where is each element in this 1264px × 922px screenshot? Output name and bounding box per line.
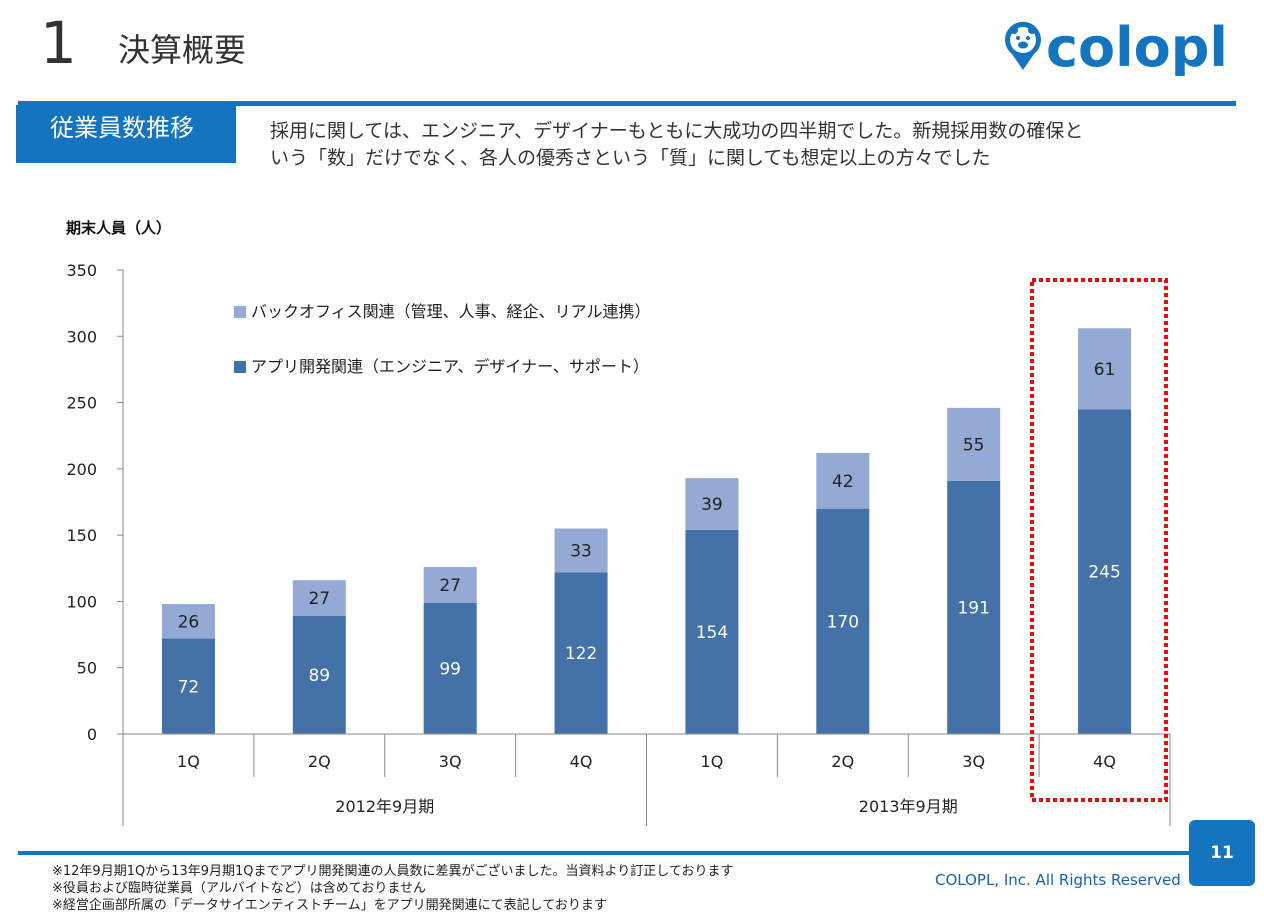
data-label-back-office: 39 bbox=[701, 495, 723, 515]
x-tick-label: 1Q bbox=[177, 752, 200, 771]
employee-chart: 期末人員（人） 0 50 100 150 200 250 300 350 72 26 89 27 99… bbox=[66, 219, 1171, 826]
copyright: COLOPL, Inc. All Rights Reserved bbox=[935, 871, 1181, 889]
logo-text: colopl bbox=[1046, 16, 1226, 76]
footnote: ※12年9月期1Qから13年9月期1Qまでアプリ開発関連の人員数に差異がございま… bbox=[52, 864, 734, 879]
bar-segment-back-office bbox=[423, 566, 477, 603]
x-tick-label: 2Q bbox=[308, 752, 331, 771]
data-label-back-office: 26 bbox=[178, 612, 200, 632]
legend-swatch-back-office bbox=[234, 306, 246, 318]
x-tick-label: 3Q bbox=[962, 752, 985, 771]
data-label-app: 122 bbox=[565, 644, 597, 664]
legend-label-back-office: バックオフィス関連（管理、人事、経企、リアル連携） bbox=[251, 302, 651, 321]
y-tick-label: 200 bbox=[66, 460, 97, 479]
bar-segment-back-office bbox=[554, 528, 608, 573]
x-tick-label: 1Q bbox=[701, 752, 724, 771]
footnote: ※経営企画部所属の「データサイエンティストチーム」をアプリ開発関連にて表記してお… bbox=[52, 898, 607, 913]
colopl-logo: colopl bbox=[1005, 16, 1226, 76]
y-axis-label: 期末人員（人） bbox=[66, 219, 171, 237]
data-label-app: 72 bbox=[178, 677, 200, 697]
bar-segment-app bbox=[554, 572, 608, 734]
legend-label-app: アプリ開発関連（エンジニア、デザイナー、サポート） bbox=[251, 357, 649, 376]
bar-segment-app bbox=[423, 602, 477, 734]
section-tab: 従業員数推移 bbox=[16, 105, 236, 163]
data-label-app: 154 bbox=[696, 623, 728, 643]
y-tick-label: 350 bbox=[66, 261, 97, 280]
description-line: いう「数」だけでなく、各人の優秀さという「質」に関しても想定以上の方々でした bbox=[270, 147, 991, 169]
page-title: 決算概要 bbox=[118, 31, 247, 69]
y-tick-label: 0 bbox=[87, 725, 97, 744]
y-tick-label: 150 bbox=[66, 526, 97, 545]
section-description: 採用に関しては、エンジニア、デザイナーもともに大成功の四半期でした。新規採用数の… bbox=[270, 118, 1230, 172]
data-label-back-office: 55 bbox=[963, 435, 985, 455]
header-rule bbox=[18, 101, 1236, 106]
bar-segment-back-office bbox=[161, 604, 215, 639]
data-label-back-office: 33 bbox=[570, 541, 592, 561]
bar-segment-back-office bbox=[816, 452, 870, 509]
bar-segment-app bbox=[292, 616, 346, 734]
data-label-app: 245 bbox=[1088, 563, 1120, 583]
data-label-app: 99 bbox=[439, 659, 461, 679]
data-label-app: 170 bbox=[827, 612, 859, 632]
footer-rule bbox=[18, 851, 1190, 855]
x-tick-label: 3Q bbox=[439, 752, 462, 771]
bar-segment-app bbox=[161, 638, 215, 734]
x-group-label: 2013年9月期 bbox=[859, 797, 958, 816]
bar-segment-back-office bbox=[947, 407, 1001, 481]
bar-segment-back-office bbox=[685, 478, 739, 530]
data-label-app: 89 bbox=[308, 666, 330, 686]
data-label-back-office: 27 bbox=[439, 576, 461, 596]
y-tick-label: 50 bbox=[77, 659, 97, 678]
y-tick-label: 100 bbox=[66, 592, 97, 611]
section-number: 1 bbox=[40, 9, 77, 77]
page-number: 11 bbox=[1189, 820, 1255, 886]
highlight-box bbox=[1030, 278, 1168, 802]
bar-segment-app bbox=[947, 480, 1001, 734]
y-tick-label: 300 bbox=[66, 327, 97, 346]
data-label-back-office: 61 bbox=[1094, 360, 1116, 380]
x-tick-label: 2Q bbox=[831, 752, 854, 771]
x-group-label: 2012年9月期 bbox=[335, 797, 434, 816]
data-label-app: 191 bbox=[957, 598, 989, 618]
bear-pin-icon bbox=[1005, 21, 1041, 70]
bar-segment-back-office bbox=[292, 580, 346, 617]
footnote: ※役員および臨時従業員（アルバイトなど）は含めておりません bbox=[52, 881, 426, 896]
legend-swatch-app bbox=[234, 361, 246, 373]
bar-segment-back-office bbox=[1078, 328, 1132, 410]
x-tick-label: 4Q bbox=[570, 752, 593, 771]
data-label-back-office: 27 bbox=[308, 589, 330, 609]
bar-segment-app bbox=[1078, 409, 1132, 734]
bar-segment-app bbox=[685, 529, 739, 734]
data-label-back-office: 42 bbox=[832, 472, 854, 492]
section-tab-label: 従業員数推移 bbox=[50, 114, 194, 142]
footnotes: ※12年9月期1Qから13年9月期1Qまでアプリ開発関連の人員数に差異がございま… bbox=[52, 863, 734, 914]
x-tick-label: 4Q bbox=[1093, 752, 1116, 771]
description-line: 採用に関しては、エンジニア、デザイナーもともに大成功の四半期でした。新規採用数の… bbox=[270, 120, 1084, 142]
bar-segment-app bbox=[816, 508, 870, 734]
y-tick-label: 250 bbox=[66, 394, 97, 413]
